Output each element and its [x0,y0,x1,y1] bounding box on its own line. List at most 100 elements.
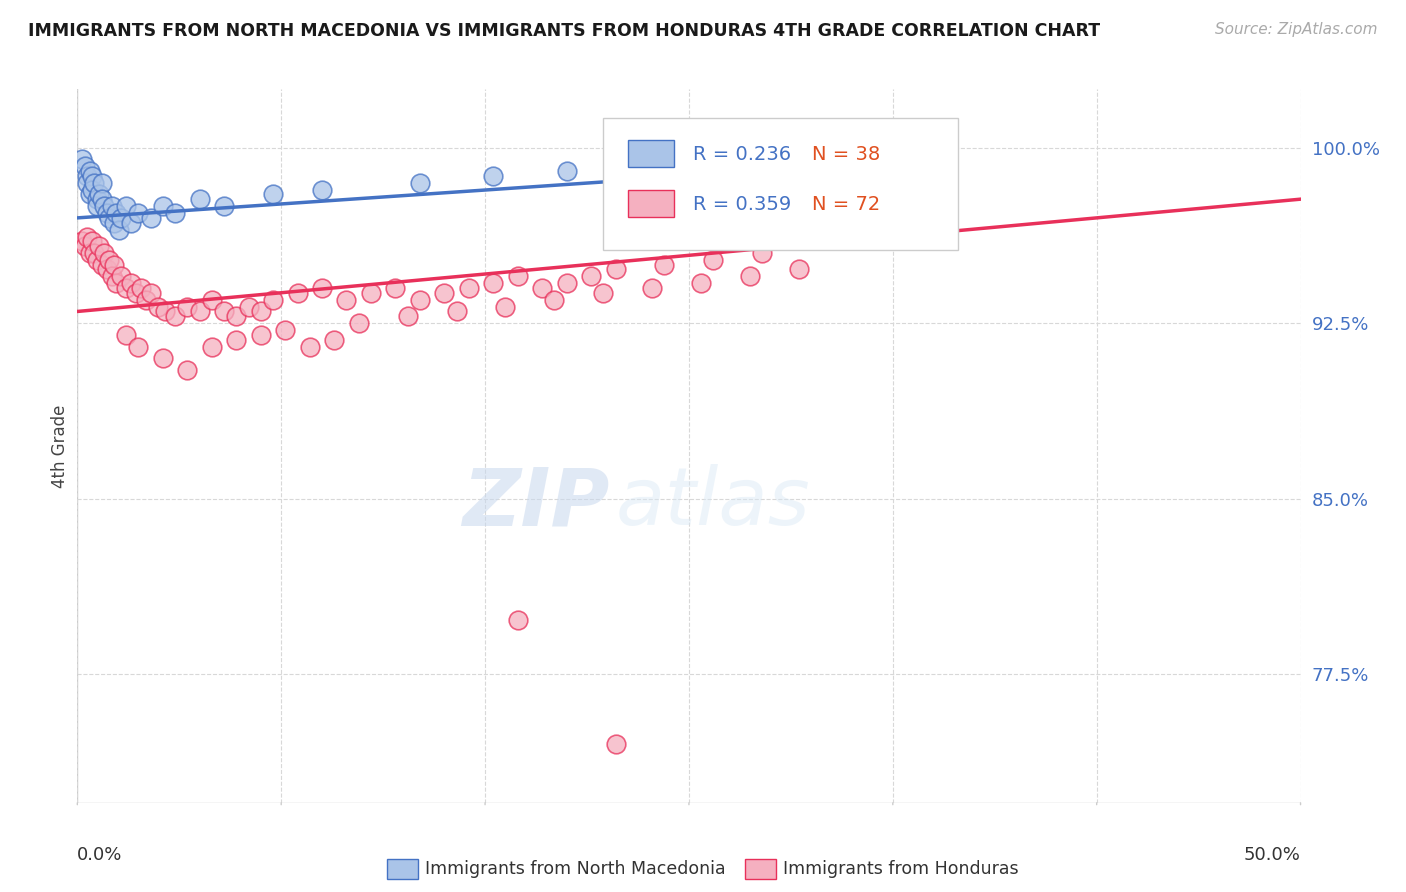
Text: N = 38: N = 38 [813,145,880,164]
Point [238,300,260,314]
Point [323,333,346,347]
Point [396,309,419,323]
Point [79,187,101,202]
Point [543,293,565,307]
Point [188,192,211,206]
Point [409,176,432,190]
Point [110,211,132,225]
Point [105,206,128,220]
Point [555,164,578,178]
Point [751,246,773,260]
Point [433,285,456,300]
Point [89,187,111,202]
Point [702,252,724,267]
Point [225,309,247,323]
Point [96,262,118,277]
Point [86,192,108,206]
Point [105,277,128,291]
Point [262,187,284,202]
Point [155,304,177,318]
Text: Source: ZipAtlas.com: Source: ZipAtlas.com [1215,22,1378,37]
Point [146,300,169,314]
Point [73,160,96,174]
Point [176,300,198,314]
Point [225,333,247,347]
Point [335,293,357,307]
Point [76,176,98,190]
Text: Immigrants from North Macedonia: Immigrants from North Macedonia [425,860,725,878]
Point [80,183,103,197]
Point [135,293,157,307]
Point [201,293,224,307]
Point [457,281,479,295]
Point [641,281,664,295]
Point [250,327,273,342]
Text: Immigrants from Honduras: Immigrants from Honduras [783,860,1019,878]
Point [103,258,125,272]
Point [787,262,810,277]
Point [579,269,602,284]
Point [654,160,676,174]
Point [690,277,713,291]
Point [152,199,174,213]
Point [120,216,142,230]
Point [152,351,174,366]
Point [605,737,627,751]
Point [384,281,406,295]
Point [76,169,98,183]
Point [274,323,297,337]
Text: atlas: atlas [616,464,810,542]
Point [165,206,187,220]
Text: 50.0%: 50.0% [1244,846,1301,863]
Point [98,211,121,225]
Point [76,229,98,244]
Point [90,258,112,272]
Point [409,293,432,307]
Point [80,234,103,248]
Point [165,309,187,323]
Point [555,277,578,291]
Point [93,246,115,260]
Point [262,293,284,307]
Point [115,199,138,213]
Point [83,246,105,260]
Point [482,169,505,183]
Point [125,285,148,300]
Point [727,164,749,178]
FancyBboxPatch shape [603,118,957,250]
Point [80,169,103,183]
Point [139,211,162,225]
Point [89,239,111,253]
Point [592,285,614,300]
Point [79,164,101,178]
Text: IMMIGRANTS FROM NORTH MACEDONIA VS IMMIGRANTS FROM HONDURAS 4TH GRADE CORRELATIO: IMMIGRANTS FROM NORTH MACEDONIA VS IMMIG… [28,22,1101,40]
Point [120,277,142,291]
Point [70,153,93,167]
Point [93,199,115,213]
Point [110,269,132,284]
Text: R = 0.359: R = 0.359 [693,194,790,214]
Point [212,304,235,318]
Text: N = 72: N = 72 [813,194,880,214]
Text: R = 0.236: R = 0.236 [693,145,790,164]
Point [188,304,211,318]
Point [824,153,846,167]
Text: ZIP: ZIP [463,464,609,542]
Point [250,304,273,318]
Point [73,239,96,253]
Point [100,269,122,284]
Point [605,262,627,277]
Point [531,281,554,295]
Point [740,269,762,284]
Point [108,222,131,236]
Point [79,246,101,260]
Point [201,340,224,354]
Text: 0.0%: 0.0% [77,846,122,863]
Point [128,206,150,220]
Point [654,258,676,272]
Point [446,304,468,318]
Point [115,281,138,295]
Point [311,281,333,295]
Y-axis label: 4th Grade: 4th Grade [51,404,69,488]
Point [100,199,122,213]
